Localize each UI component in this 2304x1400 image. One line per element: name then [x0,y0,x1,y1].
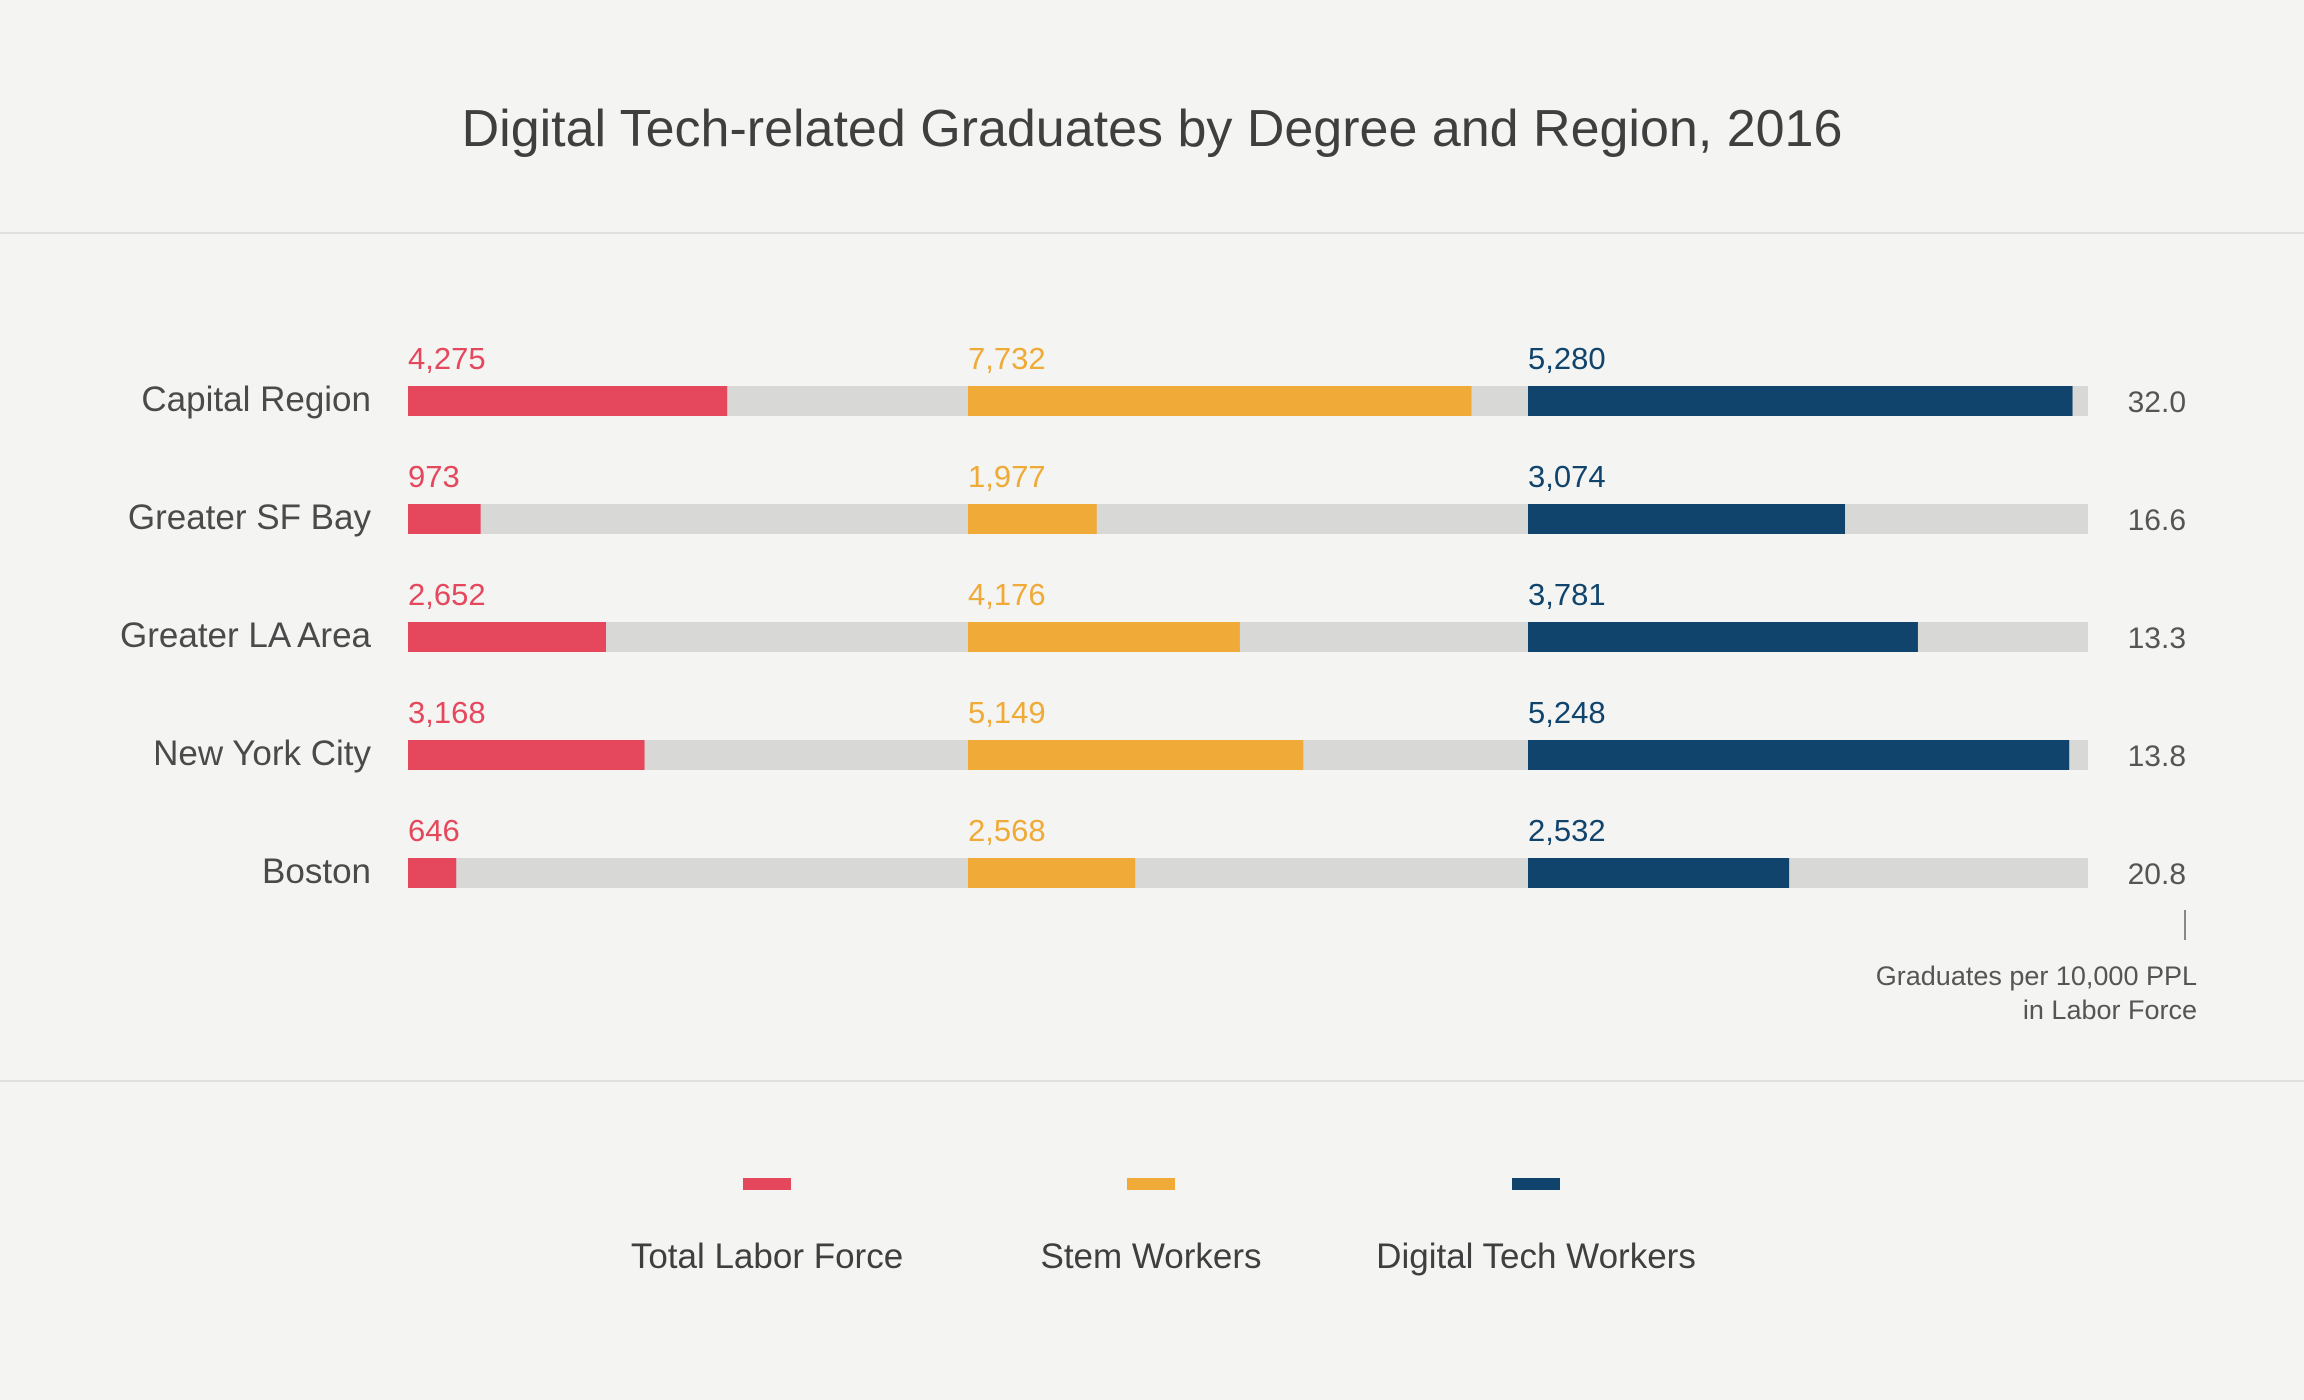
bar-value-label: 3,781 [1528,577,1606,612]
bar-value-label: 3,074 [1528,459,1606,494]
legend-item-2: Digital Tech Workers [1376,1178,1696,1276]
bar-0-4 [408,858,457,888]
bar-value-label: 4,275 [408,341,486,376]
row-2: Greater LA Area 2,652 4,176 3,781 13.3 [120,577,2186,655]
rate-value: 20.8 [2128,858,2186,891]
legend-item-0: Total Labor Force [631,1178,903,1276]
rate-value: 16.6 [2128,504,2186,537]
row-3: New York City 3,168 5,149 5,248 13.8 [153,695,2186,773]
bar-1-4 [968,858,1136,888]
bar-0-1 [408,504,481,534]
row-1: Greater SF Bay 973 1,977 3,074 16.6 [128,459,2186,537]
chart-title: Digital Tech-related Graduates by Degree… [462,100,1843,158]
bar-value-label: 4,176 [968,577,1046,612]
legend: Total Labor Force Stem Workers Digital Tec… [631,1178,1696,1276]
bar-value-label: 5,280 [1528,341,1606,376]
bar-value-label: 2,652 [408,577,486,612]
row-0: Capital Region 4,275 7,732 5,280 32.0 [141,341,2186,419]
legend-label: Stem Workers [1040,1237,1261,1276]
category-label: New York City [153,734,371,773]
bar-value-label: 3,168 [408,695,486,730]
bar-value-label: 646 [408,813,460,848]
bar-value-label: 973 [408,459,460,494]
rate-axis-label-line2: in Labor Force [2023,995,2197,1025]
bar-1-3 [968,740,1304,770]
legend-swatch [1512,1178,1560,1190]
bar-0-2 [408,622,607,652]
legend-label: Digital Tech Workers [1376,1237,1696,1276]
bar-2-2 [1528,622,1918,652]
bar-track [408,858,2088,888]
category-label: Greater LA Area [120,616,372,655]
legend-item-1: Stem Workers [1040,1178,1262,1276]
bar-1-0 [968,386,1472,416]
category-label: Boston [262,852,371,891]
legend-label: Total Labor Force [631,1237,903,1276]
bar-value-label: 7,732 [968,341,1046,376]
bar-value-label: 5,149 [968,695,1046,730]
bar-2-3 [1528,740,2070,770]
category-label: Capital Region [141,380,371,419]
bar-2-1 [1528,504,1846,534]
rate-value: 13.3 [2128,622,2186,655]
bar-2-4 [1528,858,1790,888]
legend-swatch [1127,1178,1175,1190]
row-4: Boston 646 2,568 2,532 20.8 [262,813,2186,891]
rate-value: 13.8 [2128,740,2186,773]
bar-0-3 [408,740,645,770]
rows-layer: Capital Region 4,275 7,732 5,280 32.0 Greater… [120,341,2186,891]
rate-value: 32.0 [2128,386,2186,419]
bar-value-label: 2,532 [1528,813,1606,848]
bar-value-label: 1,977 [968,459,1046,494]
bar-1-2 [968,622,1240,652]
bar-value-label: 5,248 [1528,695,1606,730]
rate-axis-label-line1: Graduates per 10,000 PPL [1876,961,2197,991]
category-label: Greater SF Bay [128,498,372,537]
legend-swatch [743,1178,791,1190]
bar-0-0 [408,386,728,416]
bar-2-0 [1528,386,2073,416]
bar-value-label: 2,568 [968,813,1046,848]
bar-1-1 [968,504,1097,534]
